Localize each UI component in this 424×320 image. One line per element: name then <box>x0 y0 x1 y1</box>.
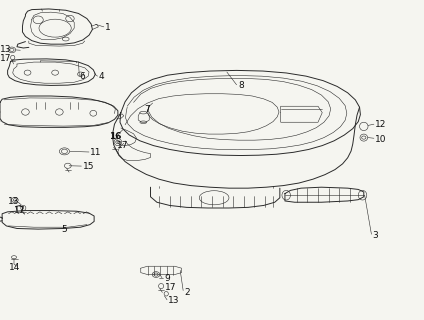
Text: 15: 15 <box>83 162 95 171</box>
Text: 6: 6 <box>80 72 86 81</box>
Text: 11: 11 <box>90 148 102 157</box>
Text: 9: 9 <box>165 274 170 283</box>
Text: 17: 17 <box>14 206 25 215</box>
Text: 13: 13 <box>168 296 180 305</box>
Text: 14: 14 <box>8 263 20 272</box>
Text: 10: 10 <box>375 135 387 144</box>
Text: 17: 17 <box>0 54 12 63</box>
Text: 13: 13 <box>8 197 19 206</box>
Text: 17: 17 <box>165 284 177 292</box>
Text: 17: 17 <box>117 141 129 150</box>
Text: 5: 5 <box>61 225 67 234</box>
Text: 16: 16 <box>109 132 122 141</box>
Text: 12: 12 <box>375 120 387 129</box>
Text: 7: 7 <box>144 105 150 114</box>
Text: 4: 4 <box>98 72 104 81</box>
Text: 3: 3 <box>372 231 378 240</box>
Text: 13: 13 <box>0 45 12 54</box>
Text: 8: 8 <box>238 81 244 90</box>
Text: 2: 2 <box>184 288 190 297</box>
Text: 1: 1 <box>105 23 111 32</box>
